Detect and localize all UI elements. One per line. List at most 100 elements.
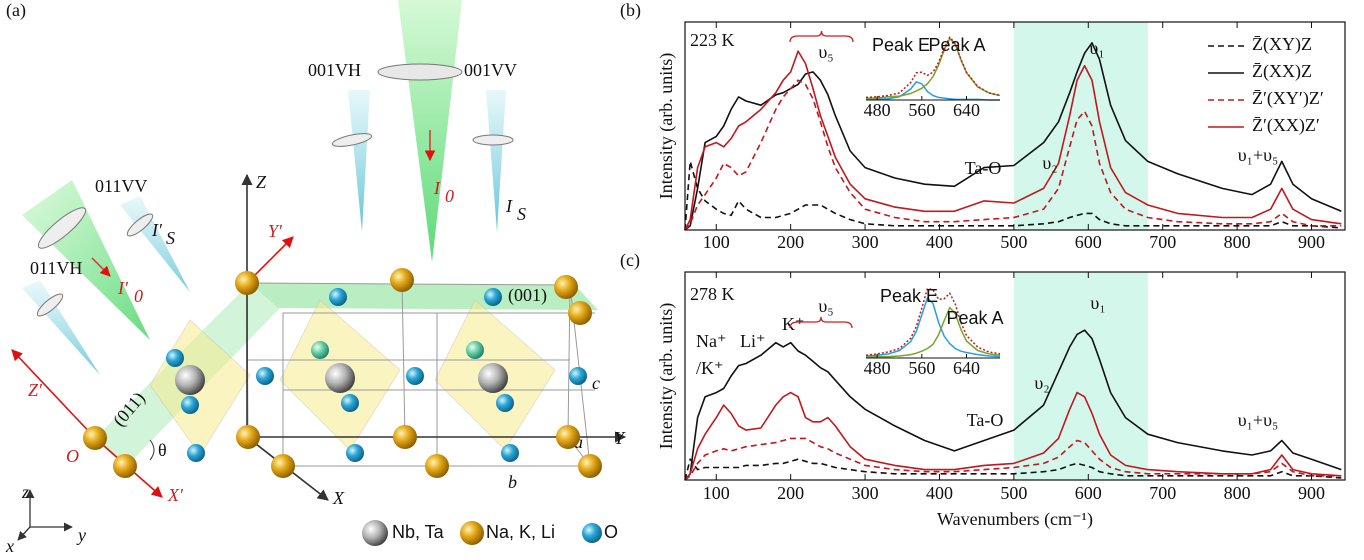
- y-axis-title: Intensity (arb. units): [656, 53, 677, 199]
- x-tick-label: 300: [852, 483, 879, 503]
- sphere-b-site: [325, 363, 355, 393]
- plane-label: (001): [508, 285, 547, 306]
- panel-label: (a): [6, 0, 26, 21]
- frame-x: [18, 527, 30, 540]
- legend-label: O: [604, 522, 618, 542]
- config-label: 001VH: [308, 60, 361, 80]
- sphere-o: [406, 367, 424, 385]
- annotation: Ta-O: [967, 410, 1004, 430]
- sphere-o: [187, 444, 205, 462]
- x-tick-label: 600: [1075, 232, 1102, 252]
- inset-tick-label: 640: [953, 100, 980, 120]
- frame-label: y: [76, 525, 86, 545]
- series-line: [685, 393, 1341, 480]
- sphere-b-site: [478, 363, 508, 393]
- y-axis-title: Intensity (arb. units): [656, 303, 677, 449]
- intensity-label: I: [433, 178, 441, 198]
- sphere-a-site: [236, 425, 260, 449]
- axis-z-prime: [12, 350, 95, 438]
- sphere-o: [501, 444, 519, 462]
- intensity-sub: S: [517, 204, 526, 224]
- annotation: Na⁺: [696, 331, 727, 351]
- legend-label: Z̄′(XY′)Z′: [1252, 88, 1324, 109]
- inset-tick-label: 640: [953, 358, 980, 378]
- origin-label: O: [66, 446, 79, 466]
- intensity-sub: 0: [445, 186, 454, 206]
- inset-label: Peak A: [946, 308, 1003, 328]
- brace: [790, 31, 853, 42]
- frame-label: x: [5, 536, 14, 556]
- annotation: Ta-O: [965, 158, 1002, 178]
- legend-label: Z̄(XX)Z: [1252, 61, 1312, 82]
- sphere-a-site: [113, 454, 137, 478]
- x-tick-label: 600: [1075, 483, 1102, 503]
- annotation: υ₅: [818, 42, 833, 62]
- sphere-o: [341, 394, 359, 412]
- x-tick-label: 400: [926, 483, 953, 503]
- theta-arc: [150, 440, 154, 460]
- sphere-o: [181, 396, 199, 414]
- sphere-a-site: [271, 454, 295, 478]
- panel-label: (c): [620, 250, 640, 271]
- sphere-o: [256, 367, 274, 385]
- x-tick-label: 400: [926, 232, 953, 252]
- scattered-beam: [348, 90, 370, 232]
- sphere-a-site: [425, 454, 449, 478]
- polarizer: [378, 64, 462, 80]
- x-tick-label: 200: [777, 483, 804, 503]
- annotation: υ₁+υ₅: [1238, 145, 1279, 165]
- sphere-o: [484, 288, 502, 306]
- annotation: υ₁: [1090, 293, 1105, 313]
- inset-tick-label: 480: [864, 358, 891, 378]
- sphere-a-site: [568, 301, 592, 325]
- annotation: υ₁: [1089, 38, 1104, 58]
- legend-label: Nb, Ta: [392, 522, 445, 542]
- annotation: 223 K: [690, 30, 735, 50]
- x-tick-label: 200: [777, 232, 804, 252]
- sphere-a-site: [83, 426, 107, 450]
- config-label: 011VH: [30, 258, 82, 278]
- legend-sphere: [460, 521, 484, 545]
- shaded-band: [1014, 22, 1148, 230]
- inset-label: Peak E: [872, 35, 930, 55]
- lattice-label: b: [508, 472, 517, 492]
- legend-sphere: [362, 520, 388, 546]
- intensity-sub: 0: [134, 286, 143, 306]
- panel-label: (b): [620, 0, 641, 21]
- frame-label: z: [21, 482, 29, 502]
- lattice-label: c: [592, 373, 600, 393]
- annotation: υ₂: [1034, 373, 1049, 393]
- x-axis-title: Wavenumbers (cm⁻¹): [937, 509, 1093, 530]
- sphere-b-site: [175, 365, 205, 395]
- legend-label: Na, K, Li: [486, 522, 555, 542]
- chart: 100200300400500600700800900(c)Intensity …: [620, 250, 1345, 530]
- axis-label: Z: [256, 172, 267, 192]
- inset-label: Peak A: [928, 35, 985, 55]
- annotation: υ₂: [1042, 153, 1057, 173]
- config-label: 001VV: [464, 60, 517, 80]
- angle-label: θ: [158, 440, 167, 460]
- sphere-o: [311, 341, 329, 359]
- annotation: υ₁+υ₅: [1238, 410, 1279, 430]
- x-tick-label: 500: [1000, 232, 1027, 252]
- legend-sphere: [582, 523, 602, 543]
- x-tick-label: 500: [1000, 483, 1027, 503]
- sphere-a-site: [554, 275, 578, 299]
- legend-label: Z̄′(XX)Z′: [1252, 115, 1320, 136]
- x-tick-label: 800: [1224, 232, 1251, 252]
- intensity-label: I: [505, 196, 513, 216]
- x-tick-label: 100: [703, 232, 730, 252]
- annotation: Li⁺: [740, 331, 766, 351]
- config-label: 011VV: [95, 176, 147, 196]
- sphere-o: [346, 444, 364, 462]
- annotation: 278 K: [690, 284, 735, 304]
- series-line: [685, 330, 1341, 480]
- series-line: [685, 43, 1341, 230]
- axis-label: Z′: [28, 380, 43, 400]
- scattered-beam: [486, 90, 506, 232]
- sphere-o: [496, 394, 514, 412]
- inset-tick-label: 560: [908, 358, 935, 378]
- annotation: K⁺: [782, 314, 805, 334]
- sphere-a-site: [390, 268, 414, 292]
- intensity-label: I′: [117, 278, 129, 298]
